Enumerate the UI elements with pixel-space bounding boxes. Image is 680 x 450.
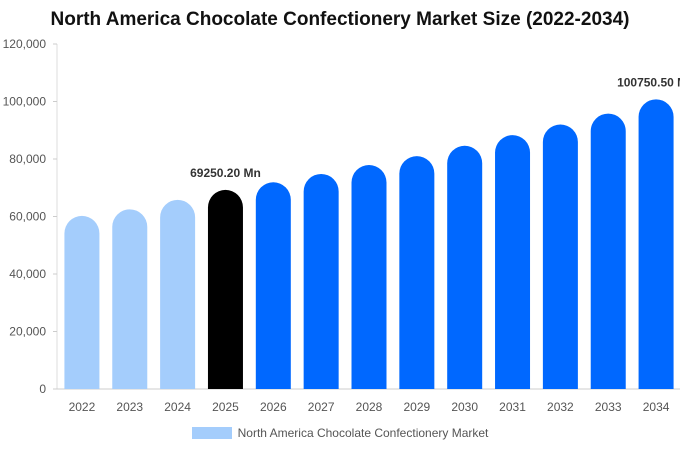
chart-legend[interactable]: North America Chocolate Confectionery Ma…: [0, 426, 680, 440]
x-tick-label: 2027: [308, 400, 335, 414]
x-tick-label: 2028: [356, 400, 383, 414]
y-tick-label: 80,000: [9, 152, 46, 166]
legend-swatch: [191, 427, 232, 439]
x-tick-label: 2025: [212, 400, 239, 414]
y-tick-label: 40,000: [9, 267, 46, 281]
x-tick-label: 2026: [260, 400, 287, 414]
bar-2022[interactable]: [64, 215, 100, 389]
bar-2034[interactable]: [638, 99, 674, 389]
y-tick-label: 0: [39, 382, 46, 396]
y-tick-label: 20,000: [9, 325, 46, 339]
y-tick-label: 120,000: [3, 37, 47, 51]
bar-2026[interactable]: [255, 182, 291, 389]
x-tick-label: 2022: [69, 400, 96, 414]
bar-2033[interactable]: [590, 113, 626, 389]
bar-2024[interactable]: [160, 199, 196, 389]
x-tick-label: 2031: [499, 400, 526, 414]
x-tick-label: 2029: [403, 400, 430, 414]
chart-title: North America Chocolate Confectionery Ma…: [50, 9, 630, 30]
x-tick-label: 2034: [643, 400, 670, 414]
legend-label: North America Chocolate Confectionery Ma…: [237, 426, 489, 440]
y-tick-label: 60,000: [9, 210, 46, 224]
data-label: 100750.50 Mn: [617, 75, 680, 89]
data-label: 69250.20 Mn: [190, 166, 261, 180]
bar-2032[interactable]: [542, 124, 578, 389]
x-tick-label: 2023: [116, 400, 143, 414]
x-tick-label: 2033: [595, 400, 622, 414]
x-tick-label: 2032: [547, 400, 574, 414]
y-tick-label: 100,000: [3, 95, 47, 109]
bar-2028[interactable]: [351, 165, 387, 389]
x-tick-label: 2024: [164, 400, 191, 414]
bar-2031[interactable]: [495, 135, 531, 389]
bar-2029[interactable]: [399, 156, 435, 389]
bar-2025[interactable]: [207, 189, 243, 389]
bar-2023[interactable]: [112, 209, 148, 389]
bar-2030[interactable]: [447, 145, 483, 389]
bar-2027[interactable]: [303, 173, 339, 389]
x-tick-label: 2030: [451, 400, 478, 414]
